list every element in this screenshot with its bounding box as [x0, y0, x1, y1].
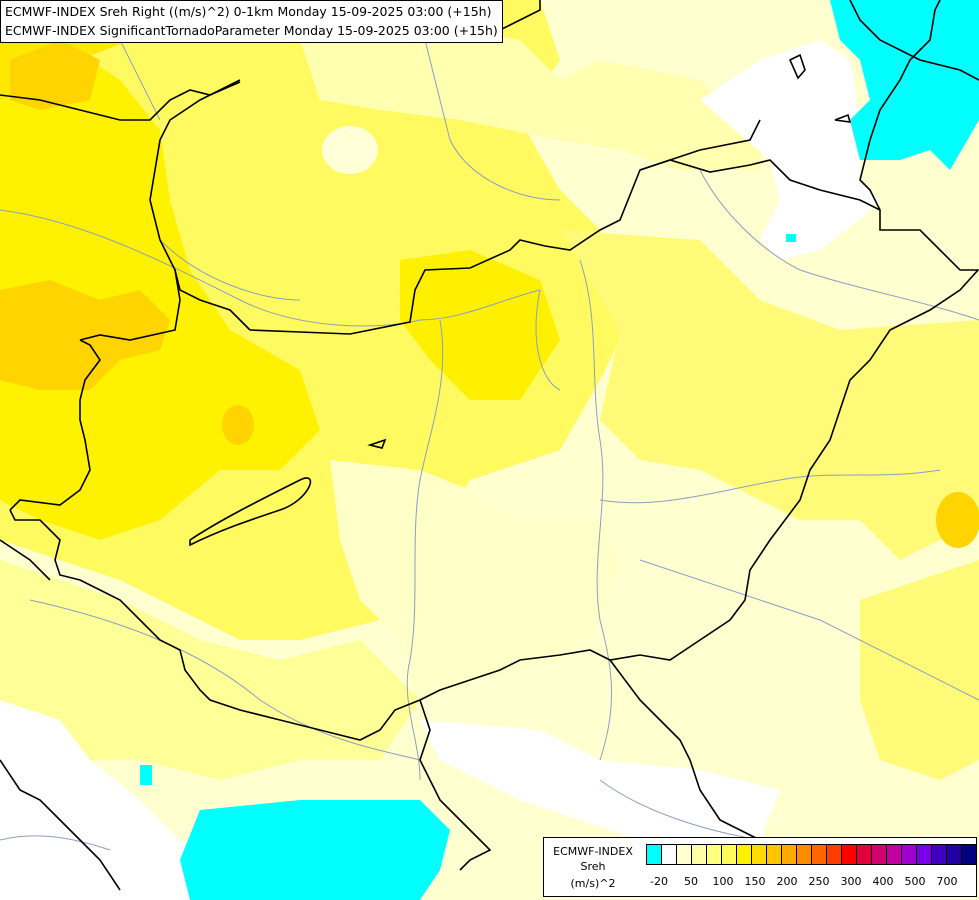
legend-swatch: [707, 844, 722, 865]
rivers: [0, 0, 979, 851]
yellow-field-east: [560, 230, 979, 560]
cyan-area-south: [180, 800, 450, 900]
pale-area-south: [330, 460, 620, 700]
legend-swatch: [962, 844, 977, 865]
legend-swatch: [767, 844, 782, 865]
cyan-area-northeast: [830, 0, 979, 170]
yellow-field-south: [0, 560, 420, 780]
legend-swatch: [932, 844, 947, 865]
legend-swatch: [887, 844, 902, 865]
legend-tick-label: 150: [744, 875, 766, 888]
strong-yellow-center: [400, 250, 560, 400]
legend-tick-label: 500: [904, 875, 926, 888]
legend-swatch: [917, 844, 932, 865]
legend-swatches: [646, 844, 977, 865]
legend-swatch: [737, 844, 752, 865]
legend-swatch: [662, 844, 677, 865]
legend-tick-label: 50: [684, 875, 698, 888]
legend-title: ECMWF-INDEX: [553, 845, 633, 858]
legend-swatch: [902, 844, 917, 865]
legend-swatch: [842, 844, 857, 865]
legend-unit: (m/s)^2: [570, 877, 616, 890]
header-line-1: ECMWF-INDEX Sreh Right ((m/s)^2) 0-1km M…: [5, 4, 492, 19]
header-line-2: ECMWF-INDEX SignificantTornadoParameter …: [5, 23, 498, 38]
legend-swatch: [812, 844, 827, 865]
legend-swatch: [797, 844, 812, 865]
cyan-spot-east: [786, 234, 796, 242]
map-header: ECMWF-INDEX Sreh Right ((m/s)^2) 0-1km M…: [0, 0, 503, 43]
white-area-northeast: [700, 40, 880, 260]
legend-swatch: [677, 844, 692, 865]
white-area-south: [420, 720, 780, 860]
legend-swatch: [827, 844, 842, 865]
orange-patch-west: [0, 280, 170, 390]
orange-patch-east: [936, 492, 979, 548]
orange-patch-north: [10, 40, 100, 110]
legend-swatch: [872, 844, 887, 865]
legend-tick-label: 200: [776, 875, 798, 888]
orange-patch-center: [222, 405, 254, 445]
legend-tick-label: 300: [840, 875, 862, 888]
legend-swatch: [857, 844, 872, 865]
pale-spot-north: [322, 126, 378, 174]
legend-swatch: [647, 844, 662, 865]
pale-area-north: [300, 20, 760, 170]
legend-swatch: [722, 844, 737, 865]
white-area-southwest: [0, 700, 220, 900]
legend-tick-label: 100: [712, 875, 734, 888]
legend-tick-label: 400: [872, 875, 894, 888]
legend-swatch: [947, 844, 962, 865]
legend-tick-label: -20: [650, 875, 668, 888]
legend-tick-label: 700: [936, 875, 958, 888]
legend-swatch: [752, 844, 767, 865]
legend-tick-label: 250: [808, 875, 830, 888]
cyan-spot-small: [140, 765, 152, 785]
color-legend: ECMWF-INDEX Sreh (m/s)^2 -20 50 100 150 200 2…: [543, 837, 977, 897]
legend-swatch: [692, 844, 707, 865]
legend-swatch: [782, 844, 797, 865]
legend-subtitle: Sreh: [580, 860, 606, 873]
